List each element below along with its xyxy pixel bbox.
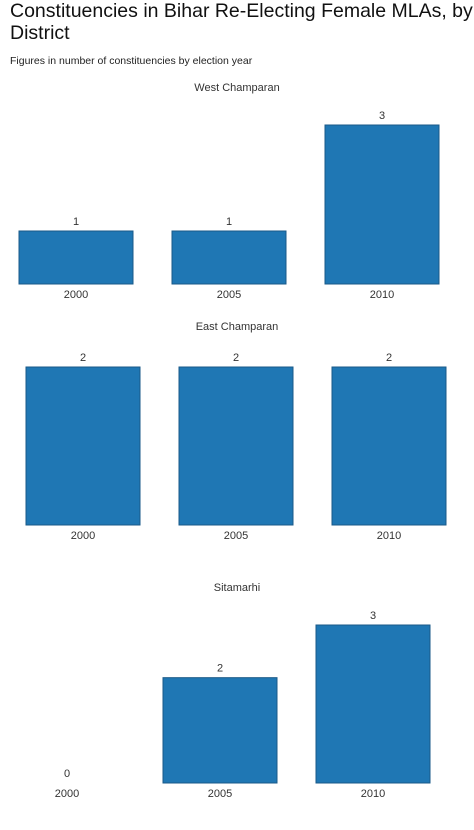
value-label: 2 <box>233 352 239 364</box>
x-tick-label: 2005 <box>217 289 241 301</box>
x-tick-label: 2000 <box>64 289 88 301</box>
value-label: 2 <box>217 663 223 675</box>
panel-title: East Champaran <box>196 321 279 333</box>
bar <box>162 677 278 784</box>
x-tick-label: 2000 <box>71 530 95 542</box>
x-tick-label: 2005 <box>208 788 232 800</box>
value-label: 2 <box>80 352 86 364</box>
value-label: 1 <box>73 216 79 228</box>
page-subtitle: Figures in number of constituencies by e… <box>10 55 253 67</box>
bar <box>18 230 134 285</box>
x-tick-label: 2000 <box>55 788 79 800</box>
value-label: 3 <box>370 610 376 622</box>
bar <box>315 624 431 784</box>
panel-title: West Champaran <box>194 82 279 94</box>
value-label: 3 <box>379 110 385 122</box>
x-tick-label: 2010 <box>370 289 394 301</box>
x-tick-label: 2010 <box>377 530 401 542</box>
x-tick-label: 2005 <box>224 530 248 542</box>
bar <box>171 230 287 285</box>
bar <box>331 366 447 526</box>
value-label: 2 <box>386 352 392 364</box>
page-title: Constituencies in Bihar Re-Electing Fema… <box>10 0 473 44</box>
x-tick-label: 2010 <box>361 788 385 800</box>
value-label: 1 <box>226 216 232 228</box>
value-label: 0 <box>64 768 70 780</box>
bar <box>25 366 141 526</box>
panel-title: Sitamarhi <box>214 582 260 594</box>
bar <box>324 124 440 285</box>
bar <box>178 366 294 526</box>
